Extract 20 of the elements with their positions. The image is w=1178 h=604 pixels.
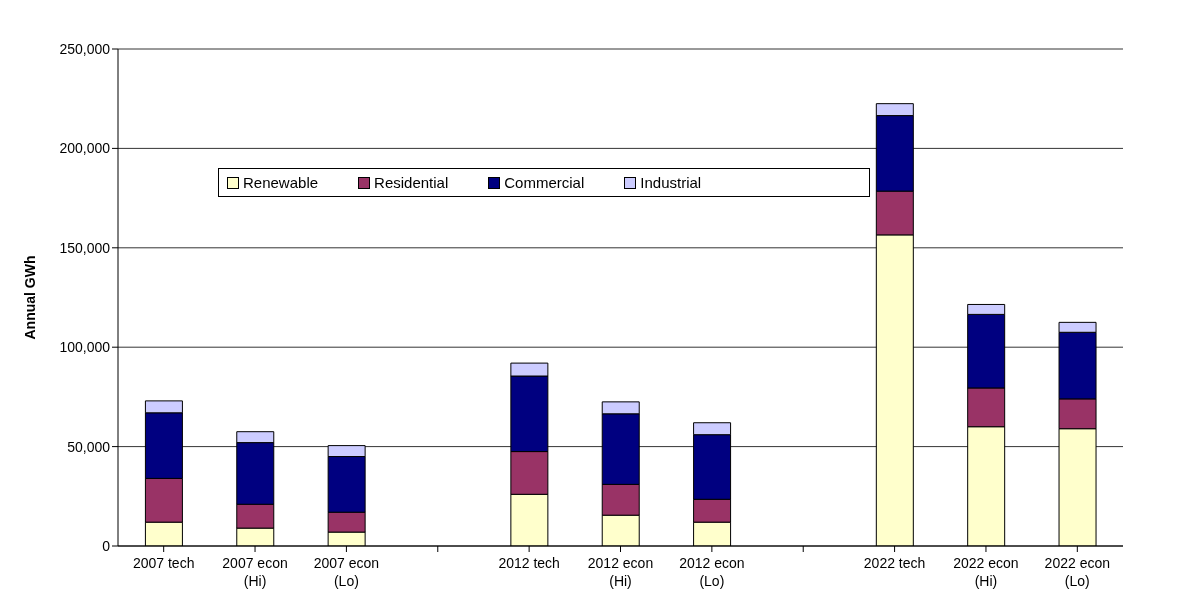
legend-label: Renewable <box>242 174 319 191</box>
y-tick-label: 100,000 <box>59 339 111 356</box>
y-tick-label: 150,000 <box>59 239 111 256</box>
y-tick-label: 0 <box>102 537 111 554</box>
y-tick-label: 200,000 <box>59 140 111 157</box>
legend-label: Commercial <box>503 174 585 191</box>
legend-label: Industrial <box>639 174 702 191</box>
x-tick-label: 2007 econ (Hi) <box>222 555 288 589</box>
y-tick-label: 50,000 <box>67 438 111 455</box>
y-tick-label: 250,000 <box>59 40 111 57</box>
y-axis-title: Annual GWh <box>21 255 38 340</box>
x-tick-label: 2007 tech <box>132 555 195 571</box>
x-tick-label: 2012 tech <box>498 555 560 571</box>
x-tick-label: 2007 econ (Lo) <box>313 555 380 589</box>
x-tick-label: 2022 tech <box>863 555 926 571</box>
x-tick-label: 2012 econ (Hi) <box>587 555 654 589</box>
legend-label: Residential <box>373 174 449 191</box>
x-tick-label: 2012 econ (Lo) <box>679 555 745 589</box>
x-tick-label: 2022 econ (Hi) <box>953 555 1019 589</box>
x-tick-label: 2022 econ (Lo) <box>1044 555 1111 589</box>
